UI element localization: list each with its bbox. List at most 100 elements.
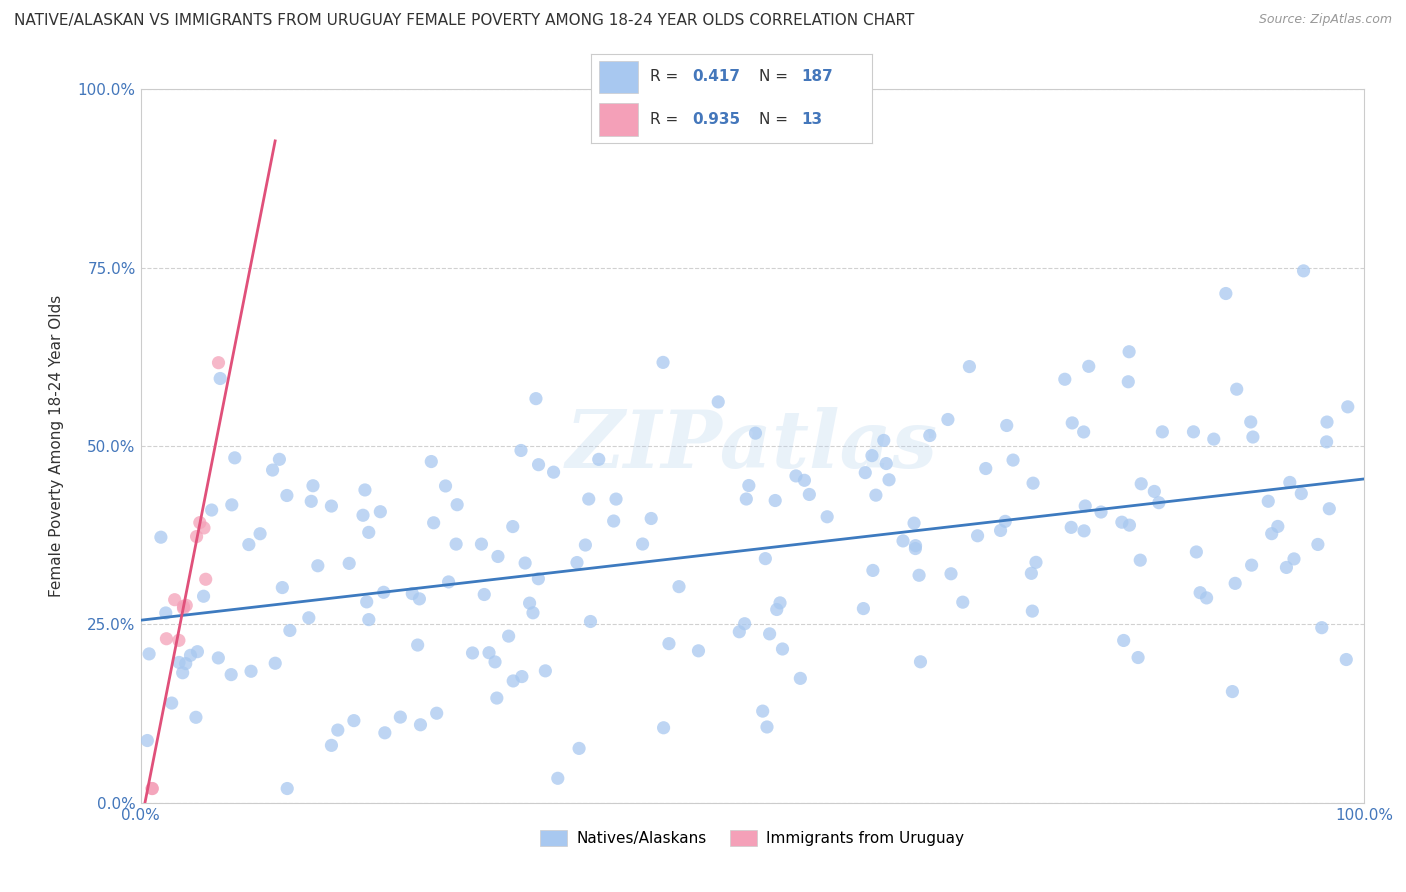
Text: N =: N = — [759, 70, 793, 84]
Point — [1002, 453, 1025, 467]
Point — [1126, 650, 1149, 665]
Point — [408, 591, 430, 606]
Point — [163, 592, 186, 607]
Point — [789, 672, 811, 686]
Point — [224, 450, 246, 465]
Point — [1267, 519, 1289, 533]
Point — [877, 473, 900, 487]
Point — [658, 637, 681, 651]
Point — [728, 624, 751, 639]
Point — [271, 581, 294, 595]
Point — [543, 465, 565, 479]
Point — [373, 585, 395, 599]
Point — [1073, 425, 1095, 439]
Point — [527, 458, 550, 472]
Point — [186, 530, 208, 544]
Point — [207, 651, 229, 665]
Point — [426, 706, 449, 721]
Point — [765, 602, 787, 616]
Point — [434, 479, 457, 493]
Point — [1118, 518, 1140, 533]
Point — [522, 606, 544, 620]
Point — [957, 359, 980, 374]
Point — [307, 558, 329, 573]
Point — [179, 648, 201, 663]
Point — [167, 656, 190, 670]
Point — [1112, 633, 1135, 648]
Point — [1317, 501, 1340, 516]
Point — [1257, 494, 1279, 508]
Point — [990, 524, 1012, 538]
Point — [201, 503, 224, 517]
Point — [939, 566, 962, 581]
Text: 187: 187 — [801, 70, 834, 84]
Point — [738, 478, 761, 492]
Point — [793, 473, 815, 487]
Point — [763, 493, 786, 508]
Point — [478, 646, 501, 660]
Point — [502, 673, 524, 688]
Point — [240, 665, 263, 679]
Point — [401, 586, 423, 600]
Point — [1060, 520, 1083, 534]
Point — [1223, 576, 1246, 591]
Point — [461, 646, 484, 660]
Point — [734, 616, 756, 631]
Point — [1222, 684, 1244, 698]
Point — [873, 434, 896, 448]
Point — [1077, 359, 1099, 374]
Y-axis label: Female Poverty Among 18-24 Year Olds: Female Poverty Among 18-24 Year Olds — [49, 295, 63, 597]
Point — [1215, 286, 1237, 301]
Point — [602, 514, 624, 528]
Point — [744, 426, 766, 441]
Text: 0.935: 0.935 — [692, 112, 740, 127]
Point — [188, 516, 211, 530]
Point — [1111, 515, 1133, 529]
Point — [1282, 552, 1305, 566]
Point — [1240, 415, 1263, 429]
Point — [785, 469, 807, 483]
Point — [652, 721, 675, 735]
Point — [337, 557, 360, 571]
Point — [527, 572, 550, 586]
Point — [1152, 425, 1174, 439]
Point — [136, 733, 159, 747]
Point — [485, 691, 508, 706]
Point — [160, 696, 183, 710]
Point — [588, 452, 610, 467]
Point — [1129, 553, 1152, 567]
Point — [1240, 558, 1263, 573]
Point — [1053, 372, 1076, 386]
Point — [1143, 484, 1166, 499]
Point — [1275, 560, 1298, 574]
Point — [1090, 505, 1112, 519]
Text: N =: N = — [759, 112, 793, 127]
Point — [904, 541, 927, 556]
Point — [735, 491, 758, 506]
Point — [1074, 499, 1097, 513]
Point — [652, 355, 675, 369]
Point — [207, 356, 229, 370]
Point — [221, 498, 243, 512]
Point — [357, 525, 380, 540]
Point — [302, 479, 325, 493]
Legend: Natives/Alaskans, Immigrants from Uruguay: Natives/Alaskans, Immigrants from Urugua… — [534, 824, 970, 852]
Point — [174, 599, 197, 613]
Point — [994, 514, 1017, 528]
Text: ZIPatlas: ZIPatlas — [567, 408, 938, 484]
Point — [194, 572, 217, 586]
Point — [172, 665, 194, 680]
Point — [172, 599, 194, 614]
Point — [875, 457, 897, 471]
Point — [321, 499, 343, 513]
Text: R =: R = — [650, 70, 683, 84]
Point — [862, 563, 884, 577]
Point — [219, 667, 242, 681]
Point — [374, 726, 396, 740]
Point — [568, 741, 591, 756]
Bar — [599, 61, 638, 93]
Point — [1118, 344, 1140, 359]
Point — [1116, 375, 1139, 389]
Point — [908, 568, 931, 582]
Text: 13: 13 — [801, 112, 823, 127]
